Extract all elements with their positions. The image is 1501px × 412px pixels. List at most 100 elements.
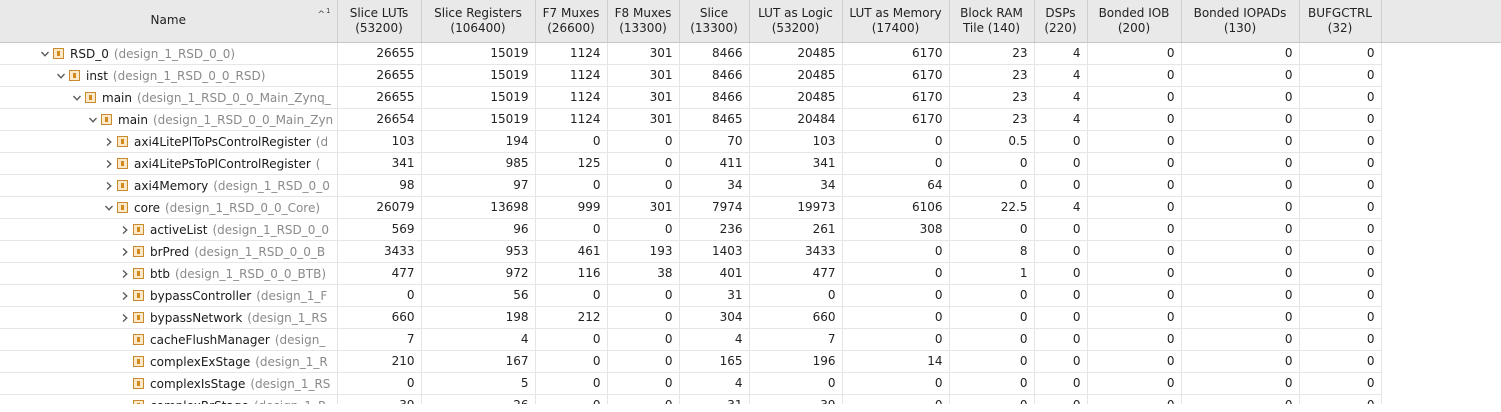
chevron-down-icon[interactable] [53, 71, 69, 81]
utilization-value-cell: 1 [949, 262, 1035, 285]
hierarchy-name-cell[interactable]: btb (design_1_RSD_0_0_BTB) [0, 262, 338, 285]
utilization-value-cell: 0 [842, 394, 950, 404]
instance-name: cacheFlushManager [150, 332, 270, 347]
utilization-value-cell: 0 [1034, 262, 1088, 285]
column-header[interactable]: LUT as Logic (53200) [749, 0, 843, 43]
utilization-value-cell: 401 [679, 262, 750, 285]
column-header[interactable]: F8 Muxes (13300) [607, 0, 680, 43]
utilization-value-cell: 0 [607, 350, 680, 373]
utilization-value-cell: 0 [749, 372, 843, 395]
hierarchy-name-cell[interactable]: inst (design_1_RSD_0_0_RSD) [0, 64, 338, 87]
column-header[interactable]: Bonded IOPADs (130) [1181, 0, 1300, 43]
chevron-right-icon[interactable] [101, 181, 117, 191]
table-row[interactable]: main (design_1_RSD_0_0_Main_Zyn 26654 15019… [0, 108, 1501, 131]
module-instance-icon [117, 136, 128, 147]
table-row[interactable]: complexRrStage(design_1_R392600313900000… [0, 394, 1501, 404]
column-header-capacity: (53200) [355, 20, 403, 35]
module-cell-name: (design_1_RSD_0_0 [213, 178, 330, 193]
utilization-value-cell: 167 [421, 350, 536, 373]
row-filler [1381, 218, 1501, 240]
utilization-value-cell: 14 [842, 350, 950, 373]
utilization-value-cell: 0 [1087, 394, 1182, 404]
row-filler [1381, 42, 1501, 64]
chevron-right-icon[interactable] [117, 269, 133, 279]
column-header-label: Block RAM [960, 5, 1023, 20]
column-header[interactable]: Slice (13300) [679, 0, 750, 43]
chevron-down-icon[interactable] [37, 49, 53, 59]
hierarchy-name-cell[interactable]: axi4LitePsToPlControlRegister ( [0, 152, 338, 175]
hierarchy-name-cell[interactable]: axi4Memory (design_1_RSD_0_0 [0, 174, 338, 197]
utilization-value-cell: 0 [1034, 284, 1088, 307]
row-filler [1381, 284, 1501, 306]
chevron-right-icon[interactable] [117, 313, 133, 323]
hierarchy-name-cell[interactable]: main (design_1_RSD_0_0_Main_Zynq_ [0, 86, 338, 109]
utilization-value-cell: 22.5 [949, 196, 1035, 219]
chevron-right-icon[interactable] [117, 247, 133, 257]
utilization-value-cell: 26655 [337, 64, 422, 87]
table-row[interactable]: brPred (design_1_RSD_0_0_B 3433 953 461 193 14… [0, 240, 1501, 263]
table-row[interactable]: inst (design_1_RSD_0_0_RSD) 26655 15019 1124… [0, 64, 1501, 87]
column-header[interactable]: Slice Registers (106400) [421, 0, 536, 43]
hierarchy-name-cell[interactable]: complexExStage (design_1_R [0, 350, 338, 373]
utilization-value-cell: 26079 [337, 196, 422, 219]
hierarchy-name-cell[interactable]: core (design_1_RSD_0_0_Core) [0, 196, 338, 219]
table-row[interactable]: complexIsStage (design_1_RS 0 5 0 0 4 0 0 0 0 0 0 0 [0, 372, 1501, 395]
table-row[interactable]: axi4LitePlToPsControlRegister (d 103 194 0 0 7… [0, 130, 1501, 153]
utilization-value-cell: 8466 [679, 42, 750, 65]
hierarchy-name-cell[interactable]: axi4LitePlToPsControlRegister (d [0, 130, 338, 153]
hierarchy-name-cell[interactable]: complexRrStage (design_1_R [0, 394, 338, 404]
chevron-right-icon[interactable] [117, 225, 133, 235]
column-header-name[interactable]: Name ^1 [0, 0, 338, 43]
module-cell-name: (design_1_RSD_0_0_B [194, 244, 326, 259]
column-header[interactable]: LUT as Memory (17400) [842, 0, 950, 43]
hierarchy-name-cell[interactable]: activeList (design_1_RSD_0_0 [0, 218, 338, 241]
module-instance-icon [85, 92, 96, 103]
hierarchy-name-cell[interactable]: main (design_1_RSD_0_0_Main_Zyn [0, 108, 338, 131]
hierarchy-name-cell[interactable]: bypassNetwork (design_1_RS [0, 306, 338, 329]
utilization-value-cell: 0 [949, 174, 1035, 197]
module-instance-icon [133, 312, 144, 323]
table-row[interactable]: complexExStage (design_1_R 210 167 0 0 165 196 1… [0, 350, 1501, 373]
utilization-value-cell: 569 [337, 218, 422, 241]
table-row[interactable]: bypassController (design_1_F 0 56 0 0 31 0 0 0 0 0 0… [0, 284, 1501, 307]
hierarchy-name-cell[interactable]: complexIsStage (design_1_RS [0, 372, 338, 395]
utilization-value-cell: 20485 [749, 86, 843, 109]
column-header[interactable]: F7 Muxes (26600) [535, 0, 608, 43]
hierarchy-name-cell[interactable]: RSD_0 (design_1_RSD_0_0) [0, 42, 338, 65]
column-header-capacity: (13300) [690, 20, 738, 35]
row-filler [1381, 306, 1501, 328]
column-header[interactable]: BUFGCTRL (32) [1299, 0, 1382, 43]
utilization-value-cell: 23 [949, 108, 1035, 131]
column-header[interactable]: DSPs (220) [1034, 0, 1088, 43]
table-row[interactable]: bypassNetwork (design_1_RS 660 198 212 0 304 66… [0, 306, 1501, 329]
utilization-value-cell: 4 [1034, 86, 1088, 109]
table-row[interactable]: activeList (design_1_RSD_0_0 569 96 0 0 236 261… [0, 218, 1501, 241]
chevron-right-icon[interactable] [117, 291, 133, 301]
column-header[interactable]: Slice LUTs (53200) [337, 0, 422, 43]
chevron-right-icon[interactable] [101, 137, 117, 147]
chevron-down-icon[interactable] [85, 115, 101, 125]
utilization-value-cell: 0 [535, 218, 608, 241]
chevron-down-icon[interactable] [101, 203, 117, 213]
utilization-value-cell: 0 [607, 218, 680, 241]
column-header[interactable]: Bonded IOB (200) [1087, 0, 1182, 43]
column-header[interactable]: Block RAM Tile (140) [949, 0, 1035, 43]
utilization-value-cell: 0 [1087, 240, 1182, 263]
table-row[interactable]: btb (design_1_RSD_0_0_BTB) 477 972 116 38 401 4… [0, 262, 1501, 285]
utilization-value-cell: 0 [1181, 372, 1300, 395]
table-row[interactable]: cacheFlushManager (design_ 7 4 0 0 4 7 0 0 0 0 0 0 [0, 328, 1501, 351]
table-row[interactable]: main (design_1_RSD_0_0_Main_Zynq_ 26655 150… [0, 86, 1501, 109]
utilization-value-cell: 0 [1181, 284, 1300, 307]
hierarchy-name-cell[interactable]: bypassController (design_1_F [0, 284, 338, 307]
utilization-value-cell: 0 [337, 284, 422, 307]
chevron-down-icon[interactable] [69, 93, 85, 103]
table-row[interactable]: axi4LitePsToPlControlRegister(341 985 125 0… [0, 152, 1501, 175]
table-row[interactable]: RSD_0 (design_1_RSD_0_0) 26655 15019 1124 301… [0, 42, 1501, 65]
utilization-value-cell: 0 [1181, 262, 1300, 285]
chevron-right-icon[interactable] [101, 159, 117, 169]
sort-ascending-icon[interactable]: ^1 [317, 7, 331, 20]
table-row[interactable]: axi4Memory (design_1_RSD_0_0 98 97 0 0 34 34 64 0… [0, 174, 1501, 197]
hierarchy-name-cell[interactable]: cacheFlushManager (design_ [0, 328, 338, 351]
hierarchy-name-cell[interactable]: brPred (design_1_RSD_0_0_B [0, 240, 338, 263]
table-row[interactable]: core (design_1_RSD_0_0_Core) 26079 13698 999… [0, 196, 1501, 219]
